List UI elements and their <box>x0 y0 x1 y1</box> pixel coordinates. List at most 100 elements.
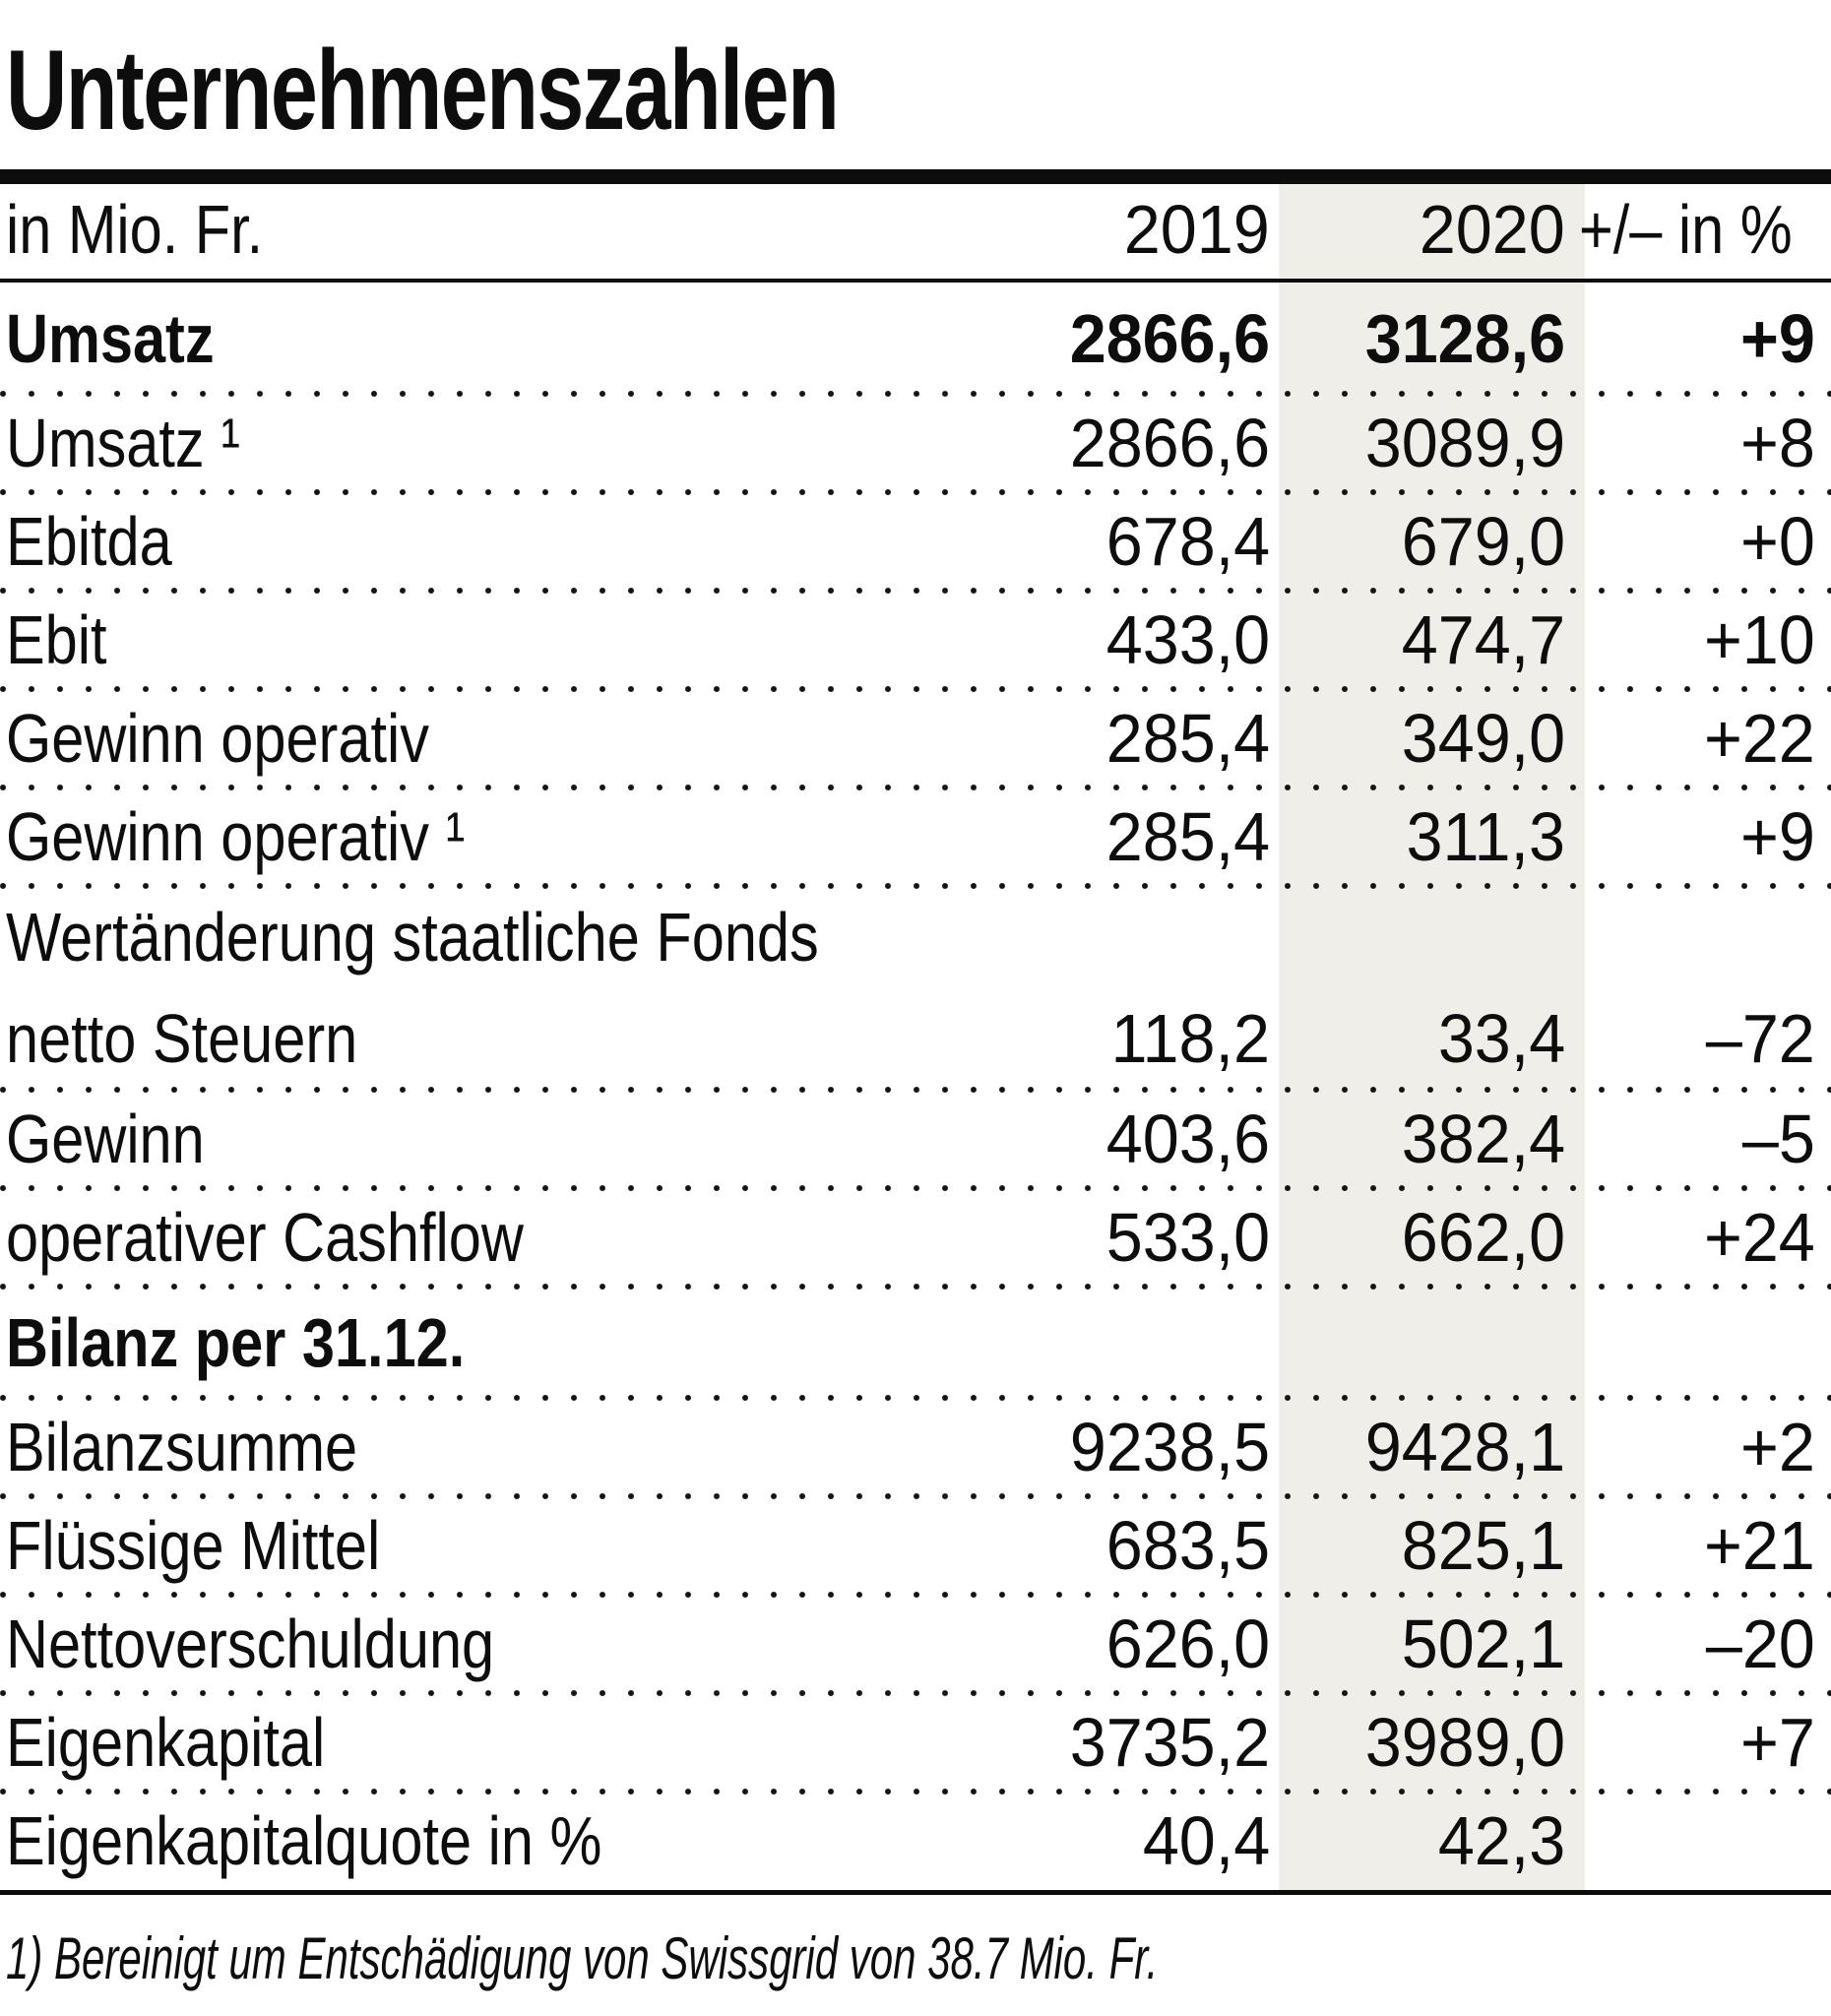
value-2019-cell: 118,2 <box>990 988 1274 1090</box>
value-change-cell: +0 <box>1579 502 1815 581</box>
row-label-cell: Umsatz <box>6 299 990 378</box>
row-label: Eigenkapitalquote in % <box>6 1802 602 1879</box>
value-change: +9 <box>1740 299 1815 377</box>
row-wertaenderung-staatliche-fonds: Wertänderung staatliche Fonds netto Steu… <box>0 883 1831 1090</box>
value-2020: 662,0 <box>1401 1199 1565 1276</box>
row-fluessige-mittel: Flüssige Mittel 683,5 825,1 +21 <box>0 1493 1831 1595</box>
value-2019: 2866,6 <box>1069 405 1270 481</box>
value-change: +10 <box>1704 601 1815 678</box>
row-label-cell: Nettoverschuldung <box>6 1605 990 1683</box>
value-change: +0 <box>1740 503 1815 580</box>
value-2020-cell: 9428,1 <box>1274 1408 1579 1486</box>
value-2020-cell: 311,3 <box>1274 797 1579 876</box>
row-label-cell: Ebitda <box>6 502 990 581</box>
value-2019-cell: 533,0 <box>990 1198 1274 1277</box>
value-2019: 285,4 <box>1105 700 1270 777</box>
value-2020: 382,4 <box>1401 1101 1565 1177</box>
row-label-cell: operativer Cashflow <box>6 1198 990 1277</box>
value-2020-cell: 33,4 <box>1274 988 1579 1090</box>
value-2019-cell: 433,0 <box>990 600 1274 679</box>
value-2020: 3089,9 <box>1364 405 1565 481</box>
value-change: +24 <box>1704 1199 1815 1276</box>
row-ebitda: Ebitda 678,4 679,0 +0 <box>0 489 1831 591</box>
value-change: –20 <box>1706 1606 1815 1682</box>
column-header-row: in Mio. Fr. 2019 2020 +/– in % <box>0 184 1831 279</box>
section-header-label: Bilanz per 31.12. <box>6 1303 466 1381</box>
value-2020: 42,3 <box>1437 1802 1565 1879</box>
column-header-2019: 2019 <box>1124 191 1270 268</box>
row-label-cell: Wertänderung staatliche Fonds netto Steu… <box>6 887 990 1090</box>
value-change-cell: +7 <box>1579 1703 1815 1782</box>
value-change-cell <box>1579 1303 1815 1382</box>
unit-header-cell: in Mio. Fr. <box>6 190 990 269</box>
footnote: 1) Bereinigt um Entschädigung von Swissg… <box>0 1895 1831 1992</box>
row-label-line2: netto Steuern <box>6 1000 358 1077</box>
row-gewinn-operativ-adjusted: Gewinn operativ ¹ 285,4 311,3 +9 <box>0 785 1831 886</box>
value-2019: 533,0 <box>1105 1199 1270 1276</box>
value-2019-cell: 9238,5 <box>990 1408 1274 1486</box>
value-2019-cell: 285,4 <box>990 797 1274 876</box>
value-2019: 683,5 <box>1105 1507 1270 1584</box>
section-header-cell: Bilanz per 31.12. <box>6 1303 990 1382</box>
value-2019: 403,6 <box>1105 1101 1270 1177</box>
value-2019: 626,0 <box>1105 1606 1270 1682</box>
row-label: Flüssige Mittel <box>6 1507 381 1584</box>
row-label-cell: Ebit <box>6 600 990 679</box>
value-2020-cell: 3989,0 <box>1274 1703 1579 1782</box>
value-change-cell: –20 <box>1579 1605 1815 1683</box>
value-change: +7 <box>1740 1704 1815 1781</box>
value-change-cell: +9 <box>1579 797 1815 876</box>
value-change: +8 <box>1740 405 1815 481</box>
header-cell-2020: 2020 <box>1274 190 1579 269</box>
value-2020: 33,4 <box>1437 1000 1565 1077</box>
page-title: Unternehmenszahlen <box>6 34 1115 169</box>
value-change: –5 <box>1742 1101 1815 1177</box>
column-header-change: +/– in % <box>1579 191 1793 268</box>
value-change-cell: +9 <box>1579 299 1815 378</box>
row-section-bilanz: Bilanz per 31.12. <box>0 1284 1831 1398</box>
bottom-rule <box>0 1890 1831 1895</box>
value-change: +2 <box>1740 1409 1815 1485</box>
row-label-cell: Eigenkapital <box>6 1703 990 1782</box>
row-label-cell: Gewinn operativ ¹ <box>6 797 990 876</box>
value-2019-cell: 403,6 <box>990 1100 1274 1178</box>
value-2020: 3989,0 <box>1364 1704 1565 1781</box>
value-2020: 502,1 <box>1401 1606 1565 1682</box>
value-change-cell: +24 <box>1579 1198 1815 1277</box>
value-change-cell: +10 <box>1579 600 1815 679</box>
value-2019: 285,4 <box>1105 798 1270 875</box>
row-label: Ebitda <box>6 503 172 580</box>
row-gewinn: Gewinn 403,6 382,4 –5 <box>0 1087 1831 1188</box>
value-2020-cell: 662,0 <box>1274 1198 1579 1277</box>
column-header-2020: 2020 <box>1420 191 1565 268</box>
value-2020-cell: 42,3 <box>1274 1801 1579 1880</box>
value-2020-cell: 474,7 <box>1274 600 1579 679</box>
value-change-cell: +22 <box>1579 699 1815 778</box>
row-label: Eigenkapital <box>6 1704 326 1781</box>
value-2019-cell: 683,5 <box>990 1506 1274 1585</box>
value-2019-cell: 626,0 <box>990 1605 1274 1683</box>
value-2019: 2866,6 <box>1069 299 1270 377</box>
row-label-cell: Gewinn operativ <box>6 699 990 778</box>
value-change: +21 <box>1704 1507 1815 1584</box>
value-change-cell: +2 <box>1579 1408 1815 1486</box>
row-label-cell: Gewinn <box>6 1100 990 1178</box>
row-label: Gewinn <box>6 1101 205 1177</box>
header-cell-2019: 2019 <box>990 190 1274 269</box>
row-label-cell: Flüssige Mittel <box>6 1506 990 1585</box>
value-2020: 679,0 <box>1401 503 1565 580</box>
value-2020: 474,7 <box>1401 601 1565 678</box>
value-2020-cell: 825,1 <box>1274 1506 1579 1585</box>
row-label-cell: Eigenkapitalquote in % <box>6 1801 990 1880</box>
value-2019-cell <box>990 1303 1274 1382</box>
value-2020-cell: 679,0 <box>1274 502 1579 581</box>
row-label: operativer Cashflow <box>6 1199 524 1276</box>
row-bilanzsumme: Bilanzsumme 9238,5 9428,1 +2 <box>0 1395 1831 1496</box>
value-2019: 118,2 <box>1110 1000 1270 1077</box>
row-umsatz: Umsatz 2866,6 3128,6 +9 <box>0 283 1831 394</box>
value-2019: 678,4 <box>1105 503 1270 580</box>
value-2020-cell: 502,1 <box>1274 1605 1579 1683</box>
value-2020-cell: 349,0 <box>1274 699 1579 778</box>
footnote-text: 1) Bereinigt um Entschädigung von Swissg… <box>6 1925 1159 1991</box>
